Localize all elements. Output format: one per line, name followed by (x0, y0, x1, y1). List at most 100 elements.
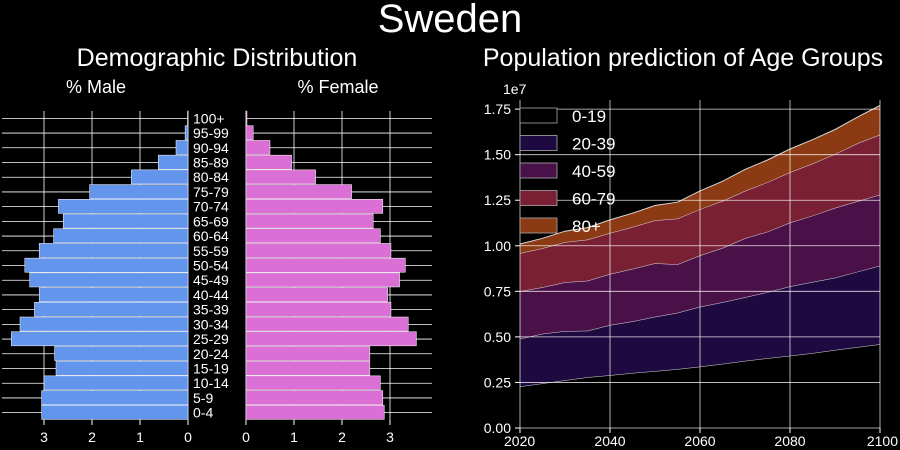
area-chart-title: Population prediction of Age Groups (483, 44, 883, 72)
age-group-label: 5-9 (193, 390, 213, 406)
male-tick-label: 1 (136, 429, 144, 445)
female-bar-50-54 (245, 257, 406, 273)
legend-swatch-0-19 (519, 107, 558, 124)
pyramid-title: Demographic Distribution (77, 44, 358, 72)
age-group-label: 0-4 (193, 405, 213, 421)
age-group-label: 15-19 (193, 361, 229, 377)
age-group-label: 30-34 (193, 316, 229, 332)
x-tick-label: 2060 (684, 433, 715, 449)
female-bar-15-19 (245, 360, 371, 376)
legend-label-40-59: 40-59 (572, 162, 615, 181)
y-tick-label: 0.75 (484, 283, 511, 299)
y-tick-label: 1.50 (484, 147, 511, 163)
male-bar-50-54 (24, 257, 189, 273)
female-bar-90-94 (245, 140, 271, 155)
x-tick-label: 2020 (504, 433, 535, 449)
legend-swatch-80+ (519, 217, 558, 234)
male-bar-0-4 (41, 405, 189, 420)
female-bar-80-84 (245, 169, 316, 185)
female-tick-label: 3 (386, 429, 394, 445)
male-bar-90-94 (175, 140, 189, 155)
female-tick-label: 2 (338, 429, 346, 445)
age-group-label: 55-59 (193, 243, 229, 259)
male-bar-30-34 (19, 316, 189, 332)
y-tick-label: 1.00 (484, 238, 511, 254)
age-group-label: 65-69 (193, 213, 229, 229)
female-bar-45-49 (245, 272, 400, 288)
x-tick-label: 2100 (867, 433, 898, 449)
female-bar-60-64 (245, 228, 381, 244)
x-tick-label: 2080 (774, 433, 805, 449)
male-bar-95-99 (184, 125, 189, 141)
age-group-label: 35-39 (193, 302, 229, 318)
male-tick-label: 2 (88, 429, 96, 445)
legend-label-0-19: 0-19 (572, 107, 606, 126)
female-tick-label: 1 (290, 429, 298, 445)
legend-label-60-79: 60-79 (572, 190, 615, 209)
age-group-label: 75-79 (193, 184, 229, 200)
male-tick-label: 0 (184, 429, 192, 445)
male-bar-40-44 (38, 287, 189, 302)
female-bar-70-74 (245, 199, 384, 214)
y-tick-label: 0.00 (484, 420, 511, 436)
female-tick-label: 0 (242, 429, 250, 445)
legend-label-80+: 80+ (572, 217, 601, 236)
female-bar-30-34 (245, 316, 409, 332)
female-bar-85-89 (245, 154, 292, 170)
y-tick-label: 0.50 (484, 329, 511, 345)
y-tick-label: 0.25 (484, 374, 511, 390)
female-bar-100+ (245, 110, 248, 126)
age-group-label: 50-54 (193, 258, 229, 274)
female-bar-10-14 (245, 375, 381, 391)
age-group-label: 95-99 (193, 125, 229, 141)
male-bar-55-59 (38, 243, 189, 258)
population-pyramid-chart: Demographic Distribution % Male % Female… (2, 44, 432, 445)
female-bar-55-59 (245, 243, 392, 258)
male-bar-5-9 (41, 390, 189, 405)
age-group-label: 20-24 (193, 346, 229, 362)
male-bar-25-29 (11, 331, 189, 347)
female-bar-25-29 (245, 331, 417, 347)
age-group-label: 60-64 (193, 228, 229, 244)
male-bar-70-74 (58, 199, 189, 214)
age-group-label: 85-89 (193, 155, 229, 171)
female-bar-65-69 (245, 213, 374, 229)
age-group-label: 90-94 (193, 140, 229, 156)
age-group-label: 10-14 (193, 375, 229, 391)
age-group-label: 40-44 (193, 287, 229, 303)
x-tick-label: 2040 (594, 433, 625, 449)
age-group-label: 80-84 (193, 169, 229, 185)
legend: 0-19 20-39 40-59 60-79 80+ (519, 107, 615, 236)
legend-swatch-20-39 (519, 135, 558, 151)
legend-swatch-60-79 (519, 190, 558, 206)
male-bar-85-89 (157, 154, 189, 170)
female-bar-35-39 (245, 302, 392, 317)
male-bar-10-14 (43, 375, 189, 391)
male-bar-35-39 (34, 302, 189, 317)
male-bar-75-79 (89, 184, 189, 199)
male-panel-title: % Male (66, 77, 126, 97)
male-tick-label: 3 (40, 429, 48, 445)
female-bar-75-79 (245, 184, 352, 199)
female-bar-95-99 (245, 125, 254, 141)
legend-swatch-40-59 (519, 162, 558, 179)
female-panel-title: % Female (297, 77, 378, 97)
figure-title: Sweden (378, 0, 523, 41)
area-80+ (520, 105, 880, 254)
male-bar-20-24 (54, 346, 189, 361)
age-group-label: 70-74 (193, 199, 229, 215)
population-prediction-chart: Population prediction of Age Groups 1e7 … (483, 44, 898, 449)
female-bar-20-24 (245, 346, 371, 361)
y-tick-label: 1.25 (484, 192, 511, 208)
female-bar-40-44 (245, 287, 388, 302)
male-bar-80-84 (131, 169, 189, 185)
female-bar-0-4 (245, 405, 385, 420)
age-group-label: 100+ (193, 110, 225, 126)
male-bar-60-64 (53, 228, 189, 244)
age-group-label: 25-29 (193, 331, 229, 347)
male-bar-45-49 (29, 272, 189, 288)
male-bar-15-19 (55, 360, 189, 376)
y-tick-label: 1.75 (484, 101, 511, 117)
age-group-label: 45-49 (193, 272, 229, 288)
